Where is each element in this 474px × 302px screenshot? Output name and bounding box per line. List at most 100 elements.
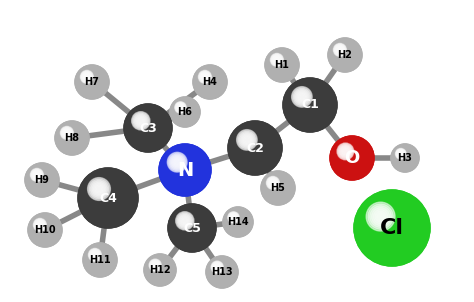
Circle shape xyxy=(196,68,224,96)
Circle shape xyxy=(172,157,198,183)
Circle shape xyxy=(30,215,60,245)
Circle shape xyxy=(334,44,346,56)
Circle shape xyxy=(267,177,279,188)
Circle shape xyxy=(298,93,306,101)
Circle shape xyxy=(379,215,383,218)
Circle shape xyxy=(294,89,310,104)
Circle shape xyxy=(207,257,237,287)
Circle shape xyxy=(94,254,96,256)
Circle shape xyxy=(84,244,116,276)
Circle shape xyxy=(171,156,183,169)
Circle shape xyxy=(268,51,296,79)
Circle shape xyxy=(341,147,363,169)
Circle shape xyxy=(90,250,109,270)
Circle shape xyxy=(33,171,51,189)
Circle shape xyxy=(55,121,89,155)
Circle shape xyxy=(171,207,213,249)
Circle shape xyxy=(128,109,167,147)
Circle shape xyxy=(268,178,288,198)
Circle shape xyxy=(335,45,356,66)
Circle shape xyxy=(340,146,364,170)
Circle shape xyxy=(36,174,48,186)
Circle shape xyxy=(393,146,417,170)
Circle shape xyxy=(224,208,252,236)
Circle shape xyxy=(368,204,393,229)
Circle shape xyxy=(36,222,43,228)
Circle shape xyxy=(207,257,237,288)
Circle shape xyxy=(232,216,235,219)
Circle shape xyxy=(212,262,232,282)
Circle shape xyxy=(242,135,252,145)
Circle shape xyxy=(223,207,253,237)
Circle shape xyxy=(91,251,99,259)
Circle shape xyxy=(229,214,246,231)
Circle shape xyxy=(266,176,279,189)
Circle shape xyxy=(195,67,225,97)
Circle shape xyxy=(230,214,246,230)
Circle shape xyxy=(328,38,362,72)
Circle shape xyxy=(178,214,206,242)
Circle shape xyxy=(369,205,415,251)
Circle shape xyxy=(133,113,149,129)
Circle shape xyxy=(271,54,283,66)
Circle shape xyxy=(150,260,170,280)
Circle shape xyxy=(38,223,51,236)
Circle shape xyxy=(373,209,411,247)
Circle shape xyxy=(204,76,206,78)
Circle shape xyxy=(175,160,195,180)
Circle shape xyxy=(38,223,52,237)
Circle shape xyxy=(392,145,419,172)
Circle shape xyxy=(344,150,360,166)
Circle shape xyxy=(124,104,172,152)
Circle shape xyxy=(276,59,278,61)
Circle shape xyxy=(82,172,135,224)
Circle shape xyxy=(333,43,357,67)
Circle shape xyxy=(333,139,372,178)
Circle shape xyxy=(392,145,418,171)
Circle shape xyxy=(133,113,163,143)
Circle shape xyxy=(265,48,299,82)
Circle shape xyxy=(177,104,184,111)
Circle shape xyxy=(75,65,109,99)
Circle shape xyxy=(77,67,107,97)
Text: H9: H9 xyxy=(35,175,49,185)
Circle shape xyxy=(211,261,223,273)
Circle shape xyxy=(85,75,99,89)
Circle shape xyxy=(379,215,405,241)
Circle shape xyxy=(399,152,403,156)
Circle shape xyxy=(270,180,286,196)
Circle shape xyxy=(147,257,173,283)
Circle shape xyxy=(270,53,294,77)
Circle shape xyxy=(201,72,220,92)
Circle shape xyxy=(89,249,111,271)
Circle shape xyxy=(331,137,373,179)
Circle shape xyxy=(227,211,249,233)
Circle shape xyxy=(176,212,194,230)
Circle shape xyxy=(159,144,211,196)
Circle shape xyxy=(176,161,194,179)
Circle shape xyxy=(357,193,427,263)
Circle shape xyxy=(84,174,132,222)
Circle shape xyxy=(266,49,298,81)
Circle shape xyxy=(208,258,236,286)
Circle shape xyxy=(93,253,97,256)
Circle shape xyxy=(25,163,59,197)
Circle shape xyxy=(180,107,181,108)
Circle shape xyxy=(149,259,161,271)
Circle shape xyxy=(176,103,194,121)
Circle shape xyxy=(197,69,223,95)
Circle shape xyxy=(263,173,293,203)
Circle shape xyxy=(152,262,158,268)
Circle shape xyxy=(231,215,236,220)
Circle shape xyxy=(174,210,210,246)
Circle shape xyxy=(400,153,410,163)
Circle shape xyxy=(31,216,59,244)
Circle shape xyxy=(84,74,100,90)
Circle shape xyxy=(138,118,158,138)
Circle shape xyxy=(184,220,200,236)
Circle shape xyxy=(34,172,50,188)
Circle shape xyxy=(238,131,256,149)
Circle shape xyxy=(374,211,410,245)
Circle shape xyxy=(28,214,61,246)
Circle shape xyxy=(166,151,204,189)
